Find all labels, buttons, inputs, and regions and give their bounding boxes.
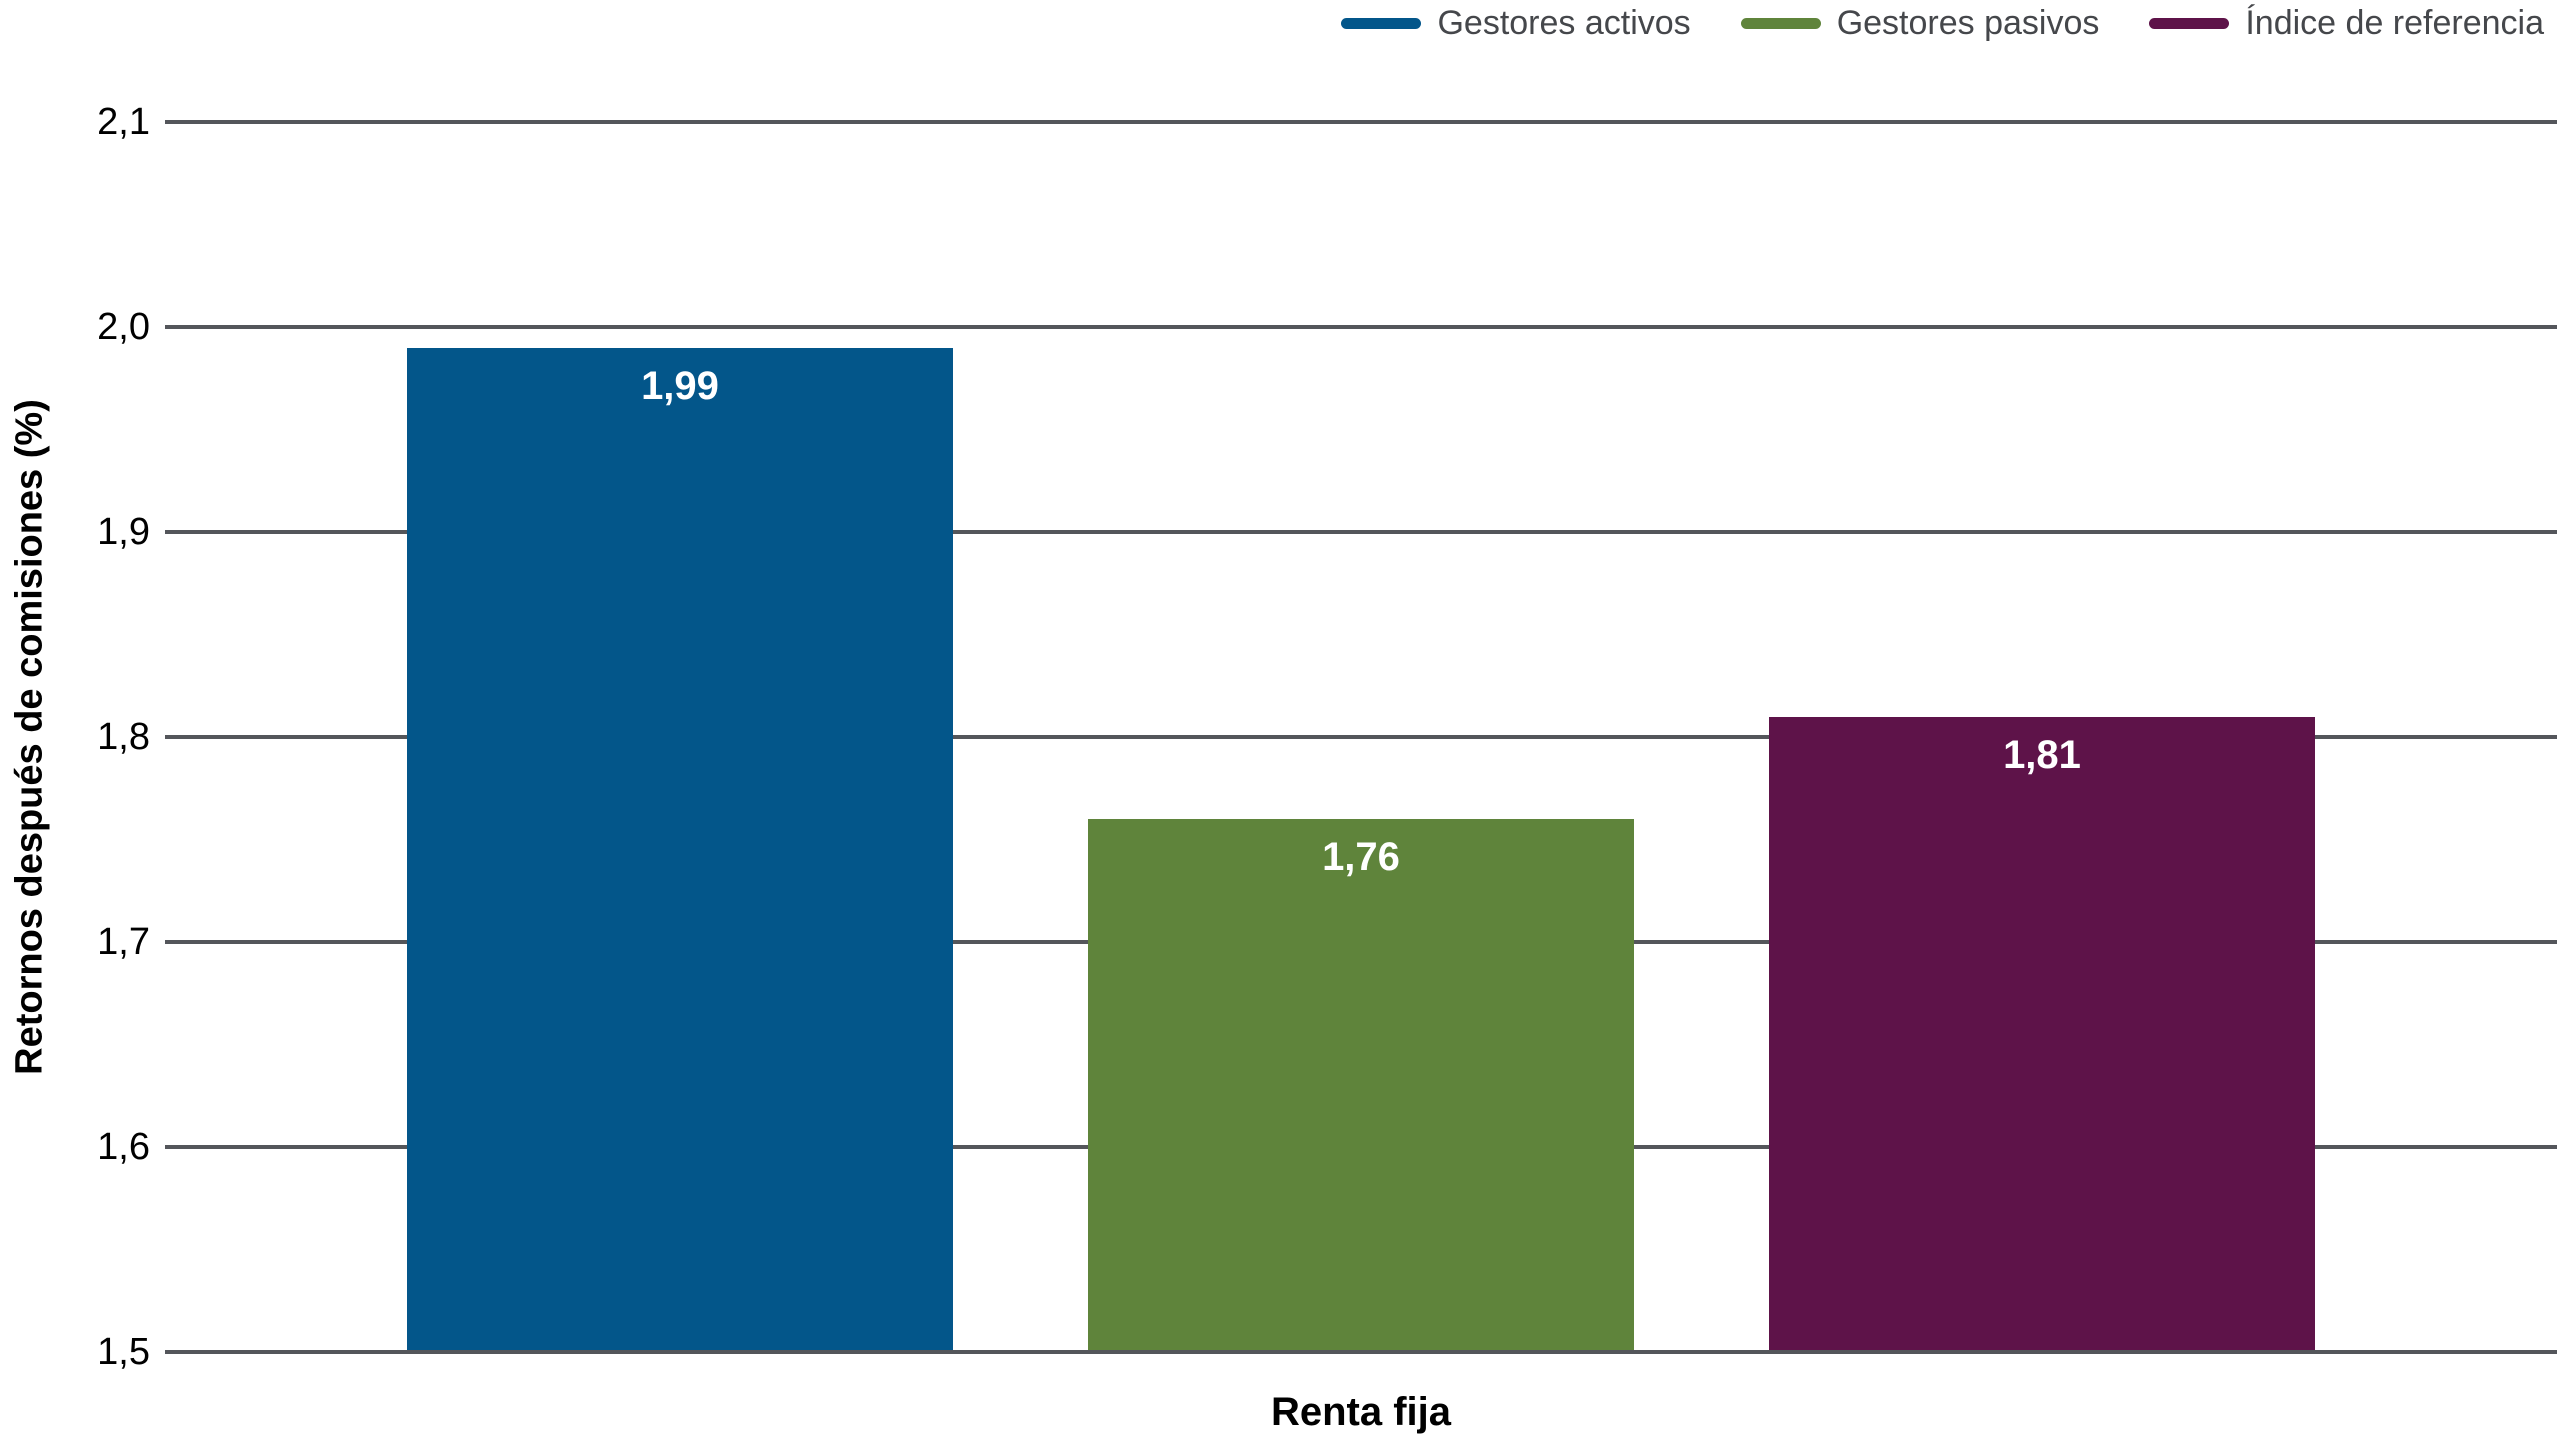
bar-value-label: 1,76 bbox=[1322, 835, 1400, 879]
bar-gestores-pasivos[interactable]: 1,76 bbox=[1088, 819, 1634, 1352]
gridline bbox=[165, 120, 2557, 124]
legend-label: Gestores pasivos bbox=[1836, 4, 2100, 42]
bar-gestores-activos[interactable]: 1,99 bbox=[407, 347, 953, 1352]
y-tick-label: 1,9 bbox=[97, 511, 150, 553]
y-axis-title: Retornos después de comisiones (%) bbox=[8, 399, 51, 1075]
bar-value-label: 1,99 bbox=[641, 363, 719, 408]
legend-label: Gestores activos bbox=[1437, 4, 1691, 42]
legend-swatch-icon bbox=[1341, 17, 1422, 29]
gridline bbox=[165, 530, 2557, 534]
y-tick-label: 2,0 bbox=[97, 306, 150, 348]
legend: Gestores activos Gestores pasivos Índice d… bbox=[1341, 6, 2544, 40]
y-tick-label: 1,7 bbox=[97, 921, 150, 963]
legend-item-gestores-activos[interactable]: Gestores activos bbox=[1341, 4, 1691, 42]
y-tick-label: 2,1 bbox=[97, 101, 150, 143]
y-tick-label: 1,6 bbox=[97, 1126, 150, 1168]
bar-value-label: 1,81 bbox=[2003, 732, 2081, 777]
legend-swatch-icon bbox=[1740, 17, 1821, 29]
legend-label: Índice de referencia bbox=[2245, 4, 2544, 42]
plot-area: 2,1 2,0 1,9 1,8 1,7 1,6 1,5 1,99 1,76 1,81 bbox=[97, 103, 2557, 1371]
x-axis-label: Renta fija bbox=[1270, 1390, 1452, 1434]
y-tick-label: 1,8 bbox=[97, 716, 150, 758]
gridline bbox=[165, 325, 2557, 329]
x-axis-line bbox=[165, 1350, 2557, 1354]
y-tick-label: 1,5 bbox=[97, 1331, 150, 1373]
bar--ndice-de-referencia[interactable]: 1,81 bbox=[1769, 716, 2315, 1352]
legend-swatch-icon bbox=[2149, 17, 2230, 29]
gridline bbox=[165, 735, 2557, 739]
legend-item-gestores-pasivos[interactable]: Gestores pasivos bbox=[1740, 4, 2100, 42]
legend-item--ndice-de-referencia[interactable]: Índice de referencia bbox=[2149, 6, 2544, 40]
